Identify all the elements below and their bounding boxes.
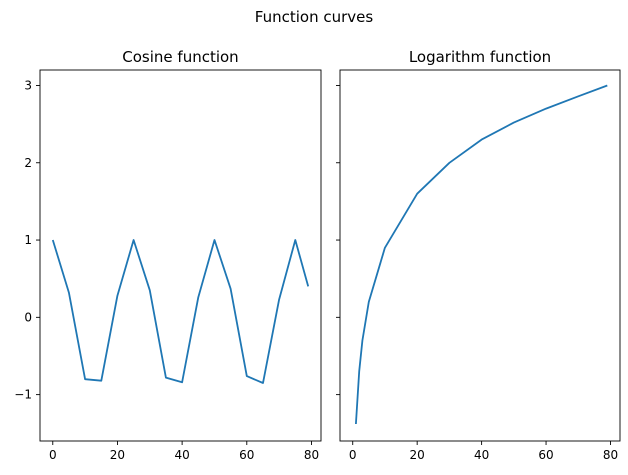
cosine-xtick-label: 20 <box>110 448 125 462</box>
cosine-xtick-label: 80 <box>304 448 319 462</box>
cosine-xtick-label: 0 <box>49 448 57 462</box>
cosine-panel-title: Cosine function <box>122 48 238 66</box>
logarithm-xtick-label: 40 <box>474 448 489 462</box>
logarithm-xtick-label: 80 <box>603 448 618 462</box>
logarithm-xtick-label: 0 <box>349 448 357 462</box>
cosine-ytick-label: 2 <box>24 156 32 170</box>
cosine-ytick-label: 0 <box>24 310 32 324</box>
logarithm-axes-frame <box>339 69 621 442</box>
cosine-xtick-label: 40 <box>174 448 189 462</box>
cosine-panel: 0 20 40 60 80 −1 0 1 2 3 Cosine function <box>14 48 322 462</box>
logarithm-xtick-label: 20 <box>410 448 425 462</box>
logarithm-panel: 0 20 40 60 80 Logarithm function <box>336 48 621 462</box>
cosine-ytick-label: −1 <box>14 388 32 402</box>
logarithm-series-line <box>355 84 608 425</box>
cosine-ytick-label: 1 <box>24 233 32 247</box>
cosine-xtick-label: 60 <box>239 448 254 462</box>
cosine-axes-frame <box>39 69 322 442</box>
cosine-series-line <box>51 239 310 384</box>
logarithm-xtick-label: 60 <box>538 448 553 462</box>
cosine-ytick-label: 3 <box>24 78 32 92</box>
logarithm-panel-title: Logarithm function <box>409 48 551 66</box>
figure-title: Function curves <box>254 8 374 26</box>
